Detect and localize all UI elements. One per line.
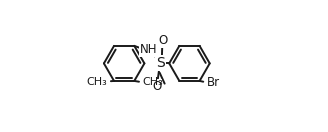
Text: S: S bbox=[156, 56, 165, 70]
Text: CH₃: CH₃ bbox=[142, 77, 163, 87]
Text: Br: Br bbox=[206, 76, 219, 89]
Text: O: O bbox=[158, 34, 167, 47]
Text: NH: NH bbox=[139, 43, 157, 56]
Text: CH₃: CH₃ bbox=[87, 77, 108, 87]
Text: O: O bbox=[152, 80, 161, 93]
